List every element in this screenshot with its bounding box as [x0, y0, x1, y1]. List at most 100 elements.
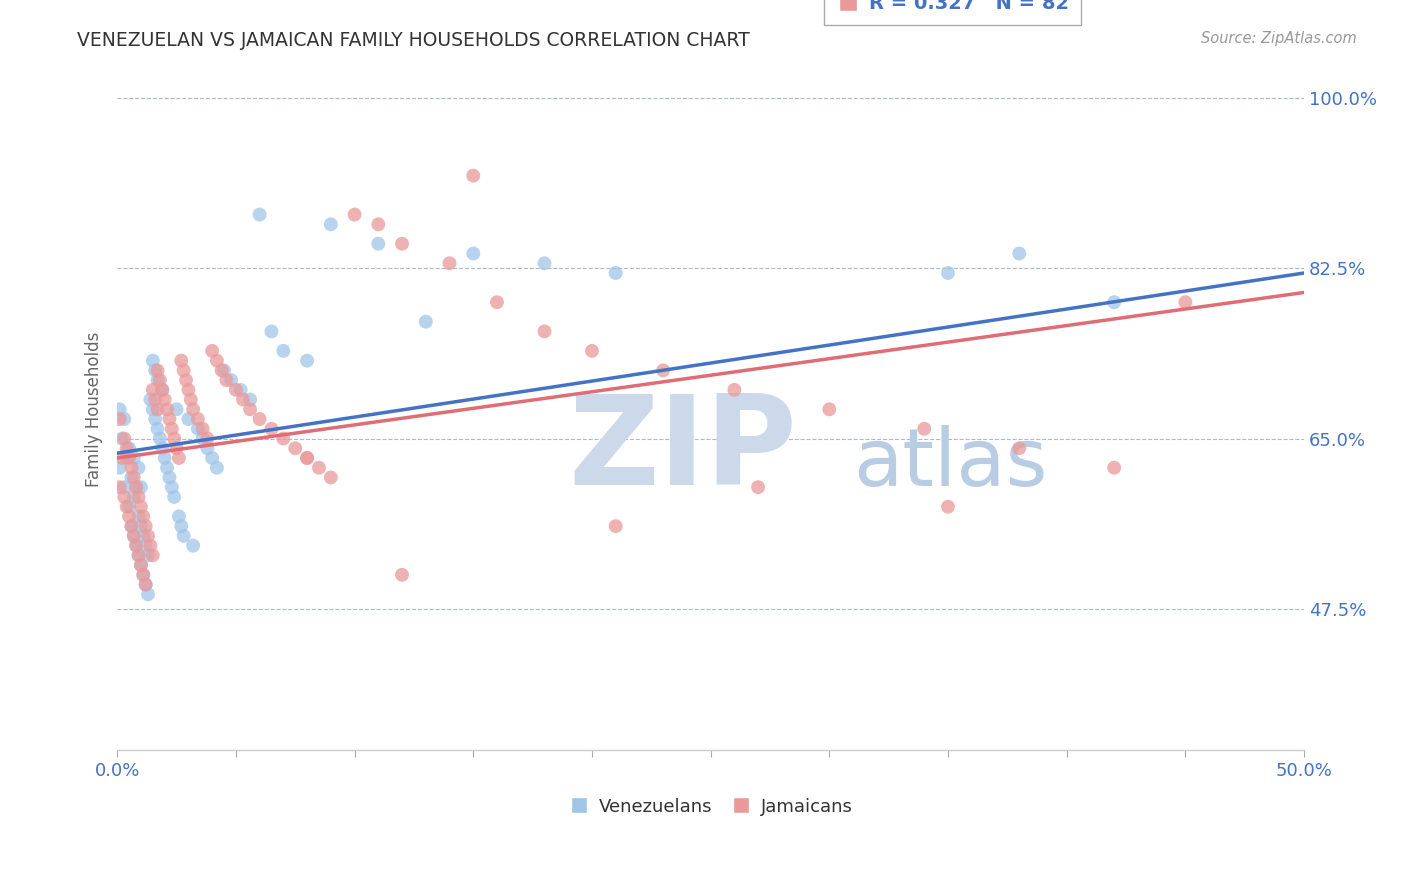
Point	[747, 480, 769, 494]
Point	[308, 460, 330, 475]
Point	[143, 392, 166, 407]
Point	[156, 402, 179, 417]
Point	[181, 402, 204, 417]
Point	[129, 480, 152, 494]
Point	[118, 500, 141, 514]
Point	[533, 256, 555, 270]
Point	[273, 432, 295, 446]
Point	[391, 567, 413, 582]
Point	[319, 470, 342, 484]
Point	[232, 392, 254, 407]
Point	[157, 412, 180, 426]
Point	[463, 169, 485, 183]
Point	[120, 519, 142, 533]
Point	[143, 412, 166, 426]
Point	[295, 353, 318, 368]
Point	[170, 519, 193, 533]
Point	[215, 373, 238, 387]
Point	[163, 432, 186, 446]
Point	[160, 480, 183, 494]
Point	[166, 402, 188, 417]
Point	[146, 373, 169, 387]
Point	[118, 442, 141, 456]
Point	[108, 412, 131, 426]
Point	[167, 509, 190, 524]
Point	[197, 442, 219, 456]
Point	[108, 460, 131, 475]
Point	[150, 442, 173, 456]
Point	[149, 373, 172, 387]
Point	[177, 412, 200, 426]
Point	[156, 460, 179, 475]
Point	[142, 402, 165, 417]
Point	[142, 383, 165, 397]
Point	[112, 432, 135, 446]
Point	[191, 422, 214, 436]
Point	[173, 363, 195, 377]
Point	[187, 422, 209, 436]
Point	[136, 587, 159, 601]
Point	[136, 549, 159, 563]
Point	[135, 539, 157, 553]
Point	[173, 529, 195, 543]
Point	[122, 490, 145, 504]
Point	[120, 519, 142, 533]
Text: VENEZUELAN VS JAMAICAN FAMILY HOUSEHOLDS CORRELATION CHART: VENEZUELAN VS JAMAICAN FAMILY HOUSEHOLDS…	[77, 31, 749, 50]
Point	[319, 217, 342, 231]
Point	[132, 567, 155, 582]
Point	[132, 567, 155, 582]
Point	[936, 266, 959, 280]
Point	[191, 432, 214, 446]
Point	[139, 539, 162, 553]
Point	[205, 460, 228, 475]
Point	[132, 509, 155, 524]
Point	[1102, 295, 1125, 310]
Point	[166, 442, 188, 456]
Point	[129, 558, 152, 573]
Point	[343, 208, 366, 222]
Point	[146, 402, 169, 417]
Point	[153, 392, 176, 407]
Point	[533, 325, 555, 339]
Point	[115, 500, 138, 514]
Point	[136, 529, 159, 543]
Point	[1008, 246, 1031, 260]
Point	[936, 500, 959, 514]
Point	[249, 208, 271, 222]
Point	[122, 529, 145, 543]
Point	[163, 490, 186, 504]
Point	[239, 402, 262, 417]
Point	[239, 392, 262, 407]
Point	[581, 343, 603, 358]
Point	[818, 402, 841, 417]
Point	[1102, 460, 1125, 475]
Point	[367, 217, 389, 231]
Point	[112, 480, 135, 494]
Point	[167, 450, 190, 465]
Point	[118, 509, 141, 524]
Point	[115, 442, 138, 456]
Point	[205, 353, 228, 368]
Point	[295, 450, 318, 465]
Point	[153, 450, 176, 465]
Point	[415, 315, 437, 329]
Point	[143, 363, 166, 377]
Point	[177, 383, 200, 397]
Point	[197, 432, 219, 446]
Point	[146, 363, 169, 377]
Point	[149, 432, 172, 446]
Point	[122, 470, 145, 484]
Point	[142, 353, 165, 368]
Text: ZIP: ZIP	[568, 390, 797, 511]
Point	[139, 392, 162, 407]
Point	[652, 363, 675, 377]
Point	[391, 236, 413, 251]
Point	[439, 256, 461, 270]
Point	[211, 363, 233, 377]
Text: Source: ZipAtlas.com: Source: ZipAtlas.com	[1201, 31, 1357, 46]
Point	[249, 412, 271, 426]
Point	[485, 295, 508, 310]
Point	[112, 490, 135, 504]
Point	[142, 549, 165, 563]
Point	[128, 460, 150, 475]
